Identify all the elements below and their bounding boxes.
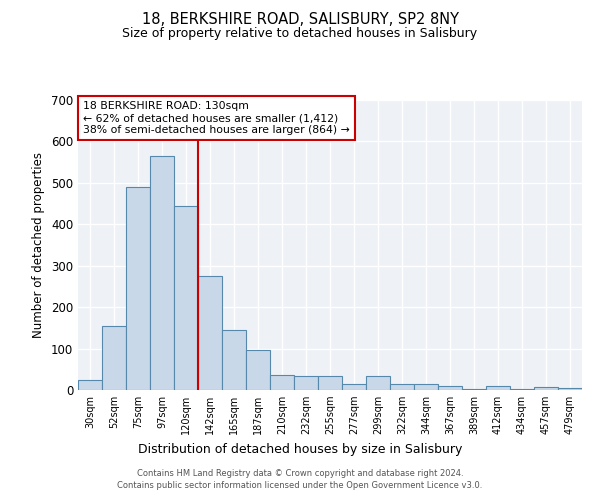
Bar (462, 389, 486, 390)
Bar (390, 384, 414, 390)
Y-axis label: Number of detached properties: Number of detached properties (32, 152, 46, 338)
Bar (222, 330, 246, 390)
Text: Contains HM Land Registry data © Crown copyright and database right 2024.: Contains HM Land Registry data © Crown c… (137, 468, 463, 477)
Bar (510, 389, 534, 390)
Bar (150, 156, 174, 390)
Bar (198, 276, 222, 390)
Bar (438, 386, 462, 390)
Bar (174, 206, 198, 390)
Text: Contains public sector information licensed under the Open Government Licence v3: Contains public sector information licen… (118, 481, 482, 490)
Bar (342, 384, 366, 390)
Bar (414, 384, 438, 390)
Bar (366, 376, 390, 390)
Bar (270, 374, 294, 390)
Bar (534, 386, 558, 390)
Bar (294, 376, 318, 390)
Bar (102, 326, 126, 390)
Bar (78, 380, 102, 390)
Bar (126, 187, 150, 390)
Text: Size of property relative to detached houses in Salisbury: Size of property relative to detached ho… (122, 28, 478, 40)
Text: 18 BERKSHIRE ROAD: 130sqm
← 62% of detached houses are smaller (1,412)
38% of se: 18 BERKSHIRE ROAD: 130sqm ← 62% of detac… (83, 102, 350, 134)
Text: Distribution of detached houses by size in Salisbury: Distribution of detached houses by size … (138, 442, 462, 456)
Bar (486, 386, 510, 390)
Bar (318, 376, 342, 390)
Bar (558, 388, 582, 390)
Bar (246, 350, 270, 390)
Text: 18, BERKSHIRE ROAD, SALISBURY, SP2 8NY: 18, BERKSHIRE ROAD, SALISBURY, SP2 8NY (142, 12, 458, 28)
